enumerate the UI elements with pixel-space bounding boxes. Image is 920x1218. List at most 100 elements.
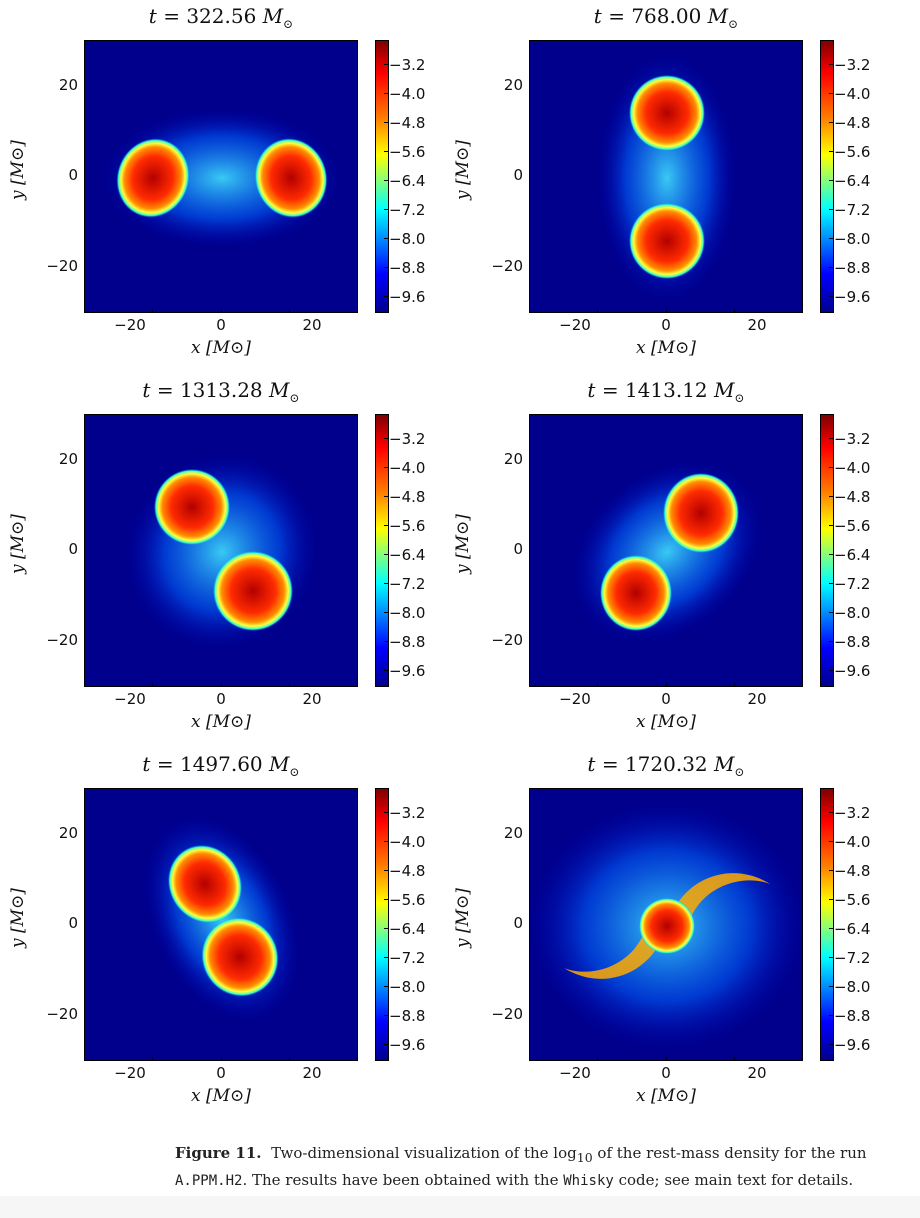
title-unit: M bbox=[269, 752, 290, 776]
colorbar-tick-label: −4.0 bbox=[383, 833, 426, 851]
density-image bbox=[143, 815, 301, 1023]
x-tick-label: 20 bbox=[302, 316, 322, 334]
x-tick-mark bbox=[597, 309, 599, 313]
title-prefix: t = bbox=[593, 4, 632, 28]
x-tick-label: 0 bbox=[216, 316, 226, 334]
density-core bbox=[116, 138, 190, 218]
x-tick-mark bbox=[733, 683, 735, 687]
colorbar-tick-label: −9.6 bbox=[828, 662, 871, 680]
colorbar-tick-label: −8.8 bbox=[383, 633, 426, 651]
colorbar-tick-label: −8.0 bbox=[383, 604, 426, 622]
colorbar-tick-label: −6.4 bbox=[383, 546, 426, 564]
colorbar-tick-label: −6.4 bbox=[828, 172, 871, 190]
colorbar-tick-label: −7.2 bbox=[383, 949, 426, 967]
x-tick-label: −20 bbox=[114, 1064, 146, 1082]
y-tick-label: 20 bbox=[503, 824, 523, 842]
colorbar-tick-label: −9.6 bbox=[383, 1036, 426, 1054]
panel-title: t = 1313.28 M⊙ bbox=[84, 378, 358, 405]
x-tick-mark bbox=[288, 683, 290, 687]
colorbar-tick-label: −4.8 bbox=[383, 862, 426, 880]
y-tick-label: 20 bbox=[58, 450, 78, 468]
x-tick-label: 0 bbox=[661, 690, 671, 708]
y-tick-label: 0 bbox=[68, 166, 78, 184]
colorbar-tick-label: −4.0 bbox=[828, 85, 871, 103]
colorbar-tick-label: −9.6 bbox=[828, 1036, 871, 1054]
title-prefix: t = bbox=[148, 4, 187, 28]
density-image bbox=[597, 53, 737, 303]
x-tick-mark bbox=[733, 309, 735, 313]
title-prefix: t = bbox=[142, 378, 180, 402]
colorbar-tick-label: −8.8 bbox=[383, 259, 426, 277]
panel-4: t = 1413.12 M⊙ −20 0 20 20 0 −20 x [M⊙] y [M⊙] −3… bbox=[445, 374, 890, 746]
density-image bbox=[530, 801, 802, 1051]
y-axis-label: y [M⊙] bbox=[8, 514, 28, 574]
title-sub: ⊙ bbox=[289, 391, 300, 405]
title-prefix: t = bbox=[142, 752, 180, 776]
density-plot bbox=[84, 788, 358, 1061]
panel-1: t = 322.56 M⊙ −20 0 20 20 0 −20 x [M⊙] y [M⊙] −3.… bbox=[0, 0, 445, 372]
x-axis-label: x [M⊙] bbox=[191, 338, 251, 358]
x-tick-mark bbox=[357, 309, 358, 313]
colorbar-tick-label: −8.8 bbox=[828, 1007, 871, 1025]
x-tick-mark bbox=[84, 309, 85, 313]
colorbar-tick-label: −8.0 bbox=[828, 978, 871, 996]
colorbar bbox=[375, 414, 389, 687]
colorbar-tick-label: −8.0 bbox=[828, 230, 871, 248]
y-tick-label: −20 bbox=[491, 631, 523, 649]
colorbar bbox=[820, 788, 834, 1061]
x-tick-mark bbox=[665, 1057, 667, 1061]
y-tick-label: 20 bbox=[503, 76, 523, 94]
panel-3: t = 1313.28 M⊙ −20 0 20 20 0 −20 x [M⊙] y [M⊙] −3… bbox=[0, 374, 445, 746]
x-axis-label: x [M⊙] bbox=[191, 712, 251, 732]
colorbar-tick-label: −8.8 bbox=[383, 1007, 426, 1025]
colorbar-tick-label: −3.2 bbox=[383, 56, 426, 74]
spiral-arm bbox=[667, 873, 770, 926]
y-axis-label: y [M⊙] bbox=[453, 140, 473, 200]
x-tick-mark bbox=[802, 309, 803, 313]
density-halo bbox=[571, 460, 763, 644]
x-axis-label: x [M⊙] bbox=[636, 712, 696, 732]
colorbar-tick-label: −7.2 bbox=[828, 201, 871, 219]
x-tick-mark bbox=[357, 1057, 358, 1061]
density-core bbox=[254, 138, 328, 218]
density-core bbox=[629, 75, 705, 151]
colorbar-tick-label: −9.6 bbox=[383, 662, 426, 680]
title-unit: M bbox=[714, 752, 735, 776]
x-tick-mark bbox=[152, 683, 154, 687]
density-core bbox=[663, 473, 739, 553]
y-axis-label: y [M⊙] bbox=[453, 888, 473, 948]
colorbar-tick-label: −4.0 bbox=[383, 459, 426, 477]
x-tick-label: 0 bbox=[216, 690, 226, 708]
title-sub: ⊙ bbox=[734, 765, 745, 779]
x-tick-mark bbox=[288, 1057, 290, 1061]
x-tick-mark bbox=[84, 683, 85, 687]
colorbar-tick-label: −5.6 bbox=[828, 517, 871, 535]
panel-title: t = 1720.32 M⊙ bbox=[529, 752, 803, 779]
caption-text-3: . The results have been obtained with th… bbox=[242, 1171, 564, 1189]
y-tick-label: −20 bbox=[491, 257, 523, 275]
x-tick-label: −20 bbox=[559, 316, 591, 334]
colorbar-tick-label: −3.2 bbox=[383, 430, 426, 448]
title-time: 768.00 bbox=[631, 4, 702, 28]
y-tick-label: 0 bbox=[513, 166, 523, 184]
x-tick-mark bbox=[733, 1057, 735, 1061]
density-image bbox=[125, 453, 319, 651]
x-tick-label: −20 bbox=[114, 690, 146, 708]
colorbar-tick-label: −6.4 bbox=[828, 546, 871, 564]
y-tick-label: 20 bbox=[58, 76, 78, 94]
y-tick-label: −20 bbox=[46, 1005, 78, 1023]
x-tick-mark bbox=[665, 683, 667, 687]
density-core bbox=[600, 555, 672, 631]
caption-sub: 10 bbox=[576, 1150, 593, 1165]
density-plot bbox=[529, 788, 803, 1061]
x-axis-label: x [M⊙] bbox=[636, 1086, 696, 1106]
density-plot bbox=[84, 40, 358, 313]
x-tick-mark bbox=[220, 1057, 222, 1061]
colorbar-tick-label: −4.8 bbox=[383, 488, 426, 506]
colorbar-tick-label: −6.4 bbox=[383, 172, 426, 190]
colorbar-tick-label: −8.8 bbox=[828, 633, 871, 651]
colorbar-tick-label: −7.2 bbox=[383, 201, 426, 219]
x-tick-mark bbox=[597, 1057, 599, 1061]
x-tick-label: −20 bbox=[559, 690, 591, 708]
density-plot bbox=[529, 414, 803, 687]
